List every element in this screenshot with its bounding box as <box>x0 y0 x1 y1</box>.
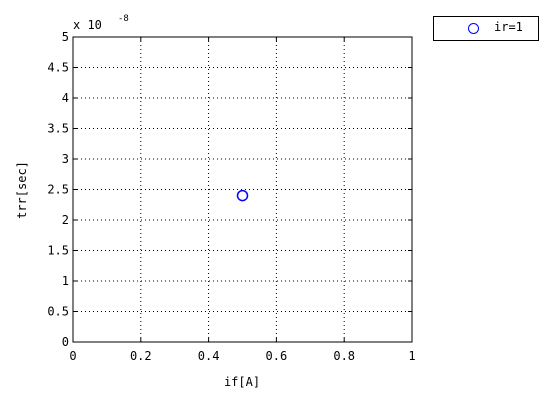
y-multiplier-label: x 10 <box>73 18 102 32</box>
data-points <box>236 189 249 202</box>
legend: ir=1 <box>433 16 539 41</box>
y-tick-label: 0 <box>62 335 69 349</box>
y-tick-label: 4 <box>62 91 69 105</box>
data-point <box>236 189 249 202</box>
y-tick-label: 2.5 <box>47 183 69 197</box>
y-tick-label: 4.5 <box>47 61 69 75</box>
y-tick-label: 3.5 <box>47 122 69 136</box>
y-tick-label: 2 <box>62 213 69 227</box>
grid-lines <box>73 37 412 342</box>
x-tick-label: 0.4 <box>198 349 220 363</box>
x-axis-label: if[A] <box>224 375 260 389</box>
x-tick-label: 0 <box>69 349 76 363</box>
x-tick-label: 0.2 <box>130 349 152 363</box>
legend-label: ir=1 <box>494 20 523 34</box>
y-exponent-label: -8 <box>118 14 129 24</box>
y-tick-label: 5 <box>62 30 69 44</box>
axis-ticks: 0 0.2 0.4 0.6 0.8 1 0 0.5 1 1.5 2 2.5 3 3.5 4 4.5 5 <box>47 30 415 363</box>
x-tick-label: 0.8 <box>333 349 355 363</box>
y-tick-label: 1 <box>62 274 69 288</box>
y-tick-label: 0.5 <box>47 305 69 319</box>
x-tick-label: 0.6 <box>266 349 288 363</box>
legend-marker-circle-icon <box>468 23 479 34</box>
x-tick-label: 1 <box>408 349 415 363</box>
y-axis-label: trr[sec] <box>15 161 29 219</box>
y-tick-label: 3 <box>62 152 69 166</box>
y-tick-label: 1.5 <box>47 244 69 258</box>
